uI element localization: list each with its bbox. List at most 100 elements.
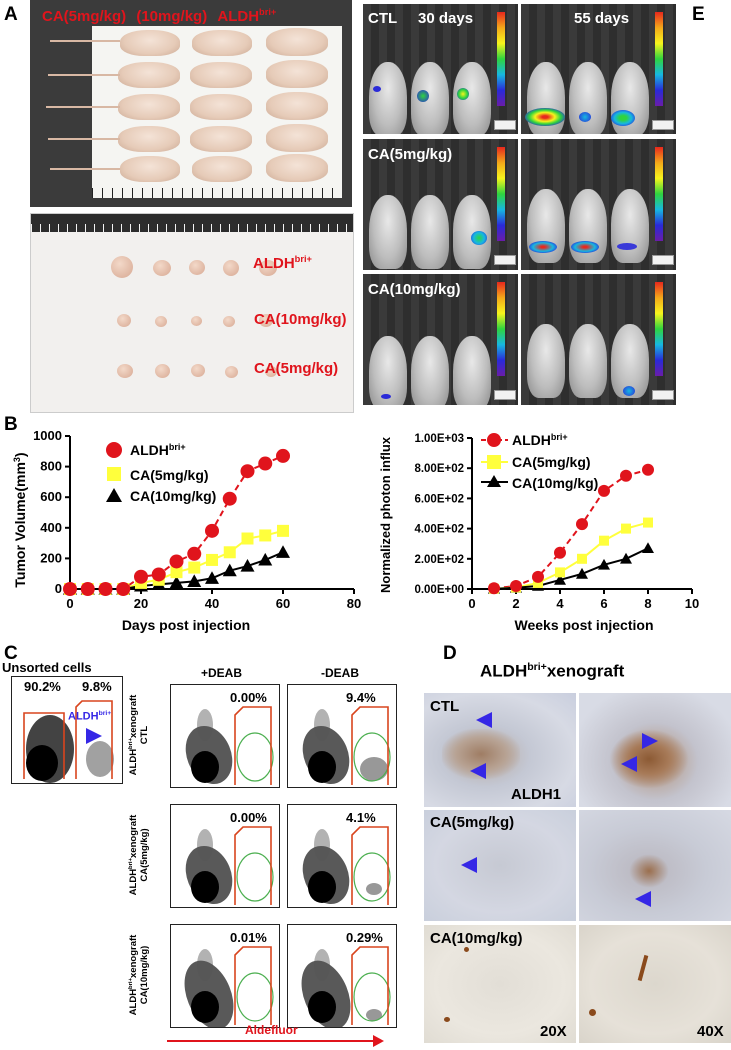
ihc-label-40x: 40X: [697, 1023, 724, 1040]
ivis-label-ca5: CA(5mg/kg): [368, 146, 453, 163]
data-point: [205, 523, 219, 538]
legend2-marker-aldh: [487, 433, 501, 447]
ihc-ca5-20x: [424, 810, 576, 921]
y-tick-label: 0: [55, 581, 62, 596]
flow-row-prefix: ALDH: [128, 868, 140, 896]
flow-plot-minus: [287, 804, 397, 908]
legend2-aldh-text: ALDH: [512, 432, 551, 448]
flow-plot-plus: [170, 924, 280, 1030]
tumor-photo: [30, 213, 354, 413]
tumor-label-aldh-text: ALDH: [253, 255, 295, 272]
unsorted-pct-left: 90.2%: [24, 679, 61, 694]
ihc-label-aldh1: ALDH1: [511, 786, 562, 803]
data-point: [187, 546, 202, 561]
photon-influx-markers: [488, 463, 654, 595]
legend-label-ca10: CA(10mg/kg): [130, 488, 216, 504]
ivis-label-ctl: CTL: [368, 10, 398, 27]
y-tick-label: 4.00E+02: [414, 524, 464, 536]
data-point: [277, 524, 289, 537]
data-point: [577, 553, 587, 564]
mice-label-aldh-sup: bri+: [259, 7, 277, 17]
ivis-label-30days: 30 days: [418, 10, 474, 27]
data-point: [555, 567, 565, 578]
data-point: [576, 518, 588, 531]
data-point: [259, 529, 272, 542]
plus-deab-label: +DEAB: [201, 666, 243, 680]
flow-plot-minus: [287, 684, 397, 788]
tumor-volume-ylabel-sup: 3: [12, 457, 22, 462]
aldefluor-arrow-shaft: [167, 1040, 375, 1042]
unsorted-aldh-text: ALDH: [68, 710, 99, 723]
y-tick-label: 6.00E+02: [414, 493, 464, 505]
unsorted-aldh-sup: bri+: [98, 710, 112, 717]
ihc-title-text: ALDH: [480, 661, 528, 681]
flow-row-prefix: ALDH: [128, 748, 140, 776]
flow-unsorted-plot: [23, 700, 114, 783]
flow-pct-plus: 0.00%: [230, 810, 267, 825]
tumor-volume-legend: ALDHbri+ CA(5mg/kg) CA(10mg/kg): [106, 442, 216, 504]
ihc-label-20x: 20X: [540, 1023, 567, 1040]
unsorted-aldh-label: ALDHbri+: [68, 710, 111, 723]
ihc-ca10-20x: [424, 925, 576, 1043]
y-tick-label: 2.00E+02: [414, 554, 464, 566]
y-tick-label: 200: [40, 550, 62, 565]
data-point: [116, 582, 131, 596]
y-tick-label: 800: [40, 459, 62, 474]
ivis-ca5-55d: [521, 139, 676, 270]
ihc-arrow-icon: [476, 712, 492, 728]
data-point: [258, 552, 273, 566]
data-point: [532, 570, 544, 583]
ihc-title: ALDHbri+xenograft: [480, 661, 624, 682]
ivis-ca10-55d: [521, 274, 676, 405]
ihc-title-sup: bri+: [527, 661, 547, 673]
data-point: [488, 582, 500, 595]
ivis-ca10-30d: [363, 274, 518, 405]
flow-row-suffix: xenograft: [128, 814, 140, 858]
x-tick-label: 2: [512, 596, 519, 611]
x-tick-label: 10: [685, 596, 699, 611]
flow-pct-minus: 9.4%: [346, 690, 376, 705]
data-point: [554, 573, 566, 585]
y-tick-label: 400: [40, 520, 62, 535]
ihc-label-ca5: CA(5mg/kg): [430, 814, 515, 831]
data-point: [187, 574, 202, 587]
data-point: [276, 448, 290, 463]
legend2-label-ca10: CA(10mg/kg): [512, 475, 598, 491]
legend-aldh-text: ALDH: [130, 442, 169, 458]
y-tick-label: 1000: [33, 428, 62, 443]
flow-row-group: CA(5mg/kg): [139, 828, 151, 882]
data-point: [63, 582, 77, 596]
legend2-aldh-sup: bri+: [551, 432, 568, 442]
flow-plot-plus: [170, 804, 280, 908]
ihc-ca10-40x: [579, 925, 731, 1043]
flow-row-prefix: ALDH: [128, 988, 140, 1016]
tumor-label-aldh-sup: bri+: [294, 254, 312, 264]
data-point: [642, 463, 654, 476]
data-point: [576, 567, 588, 579]
panel-label-e: E: [692, 4, 705, 25]
photon-influx-chart: 0.00E+00 2.00E+02 4.00E+02 6.00E+02 8.00E+02…: [378, 432, 699, 633]
ihc-arrow-icon: [621, 756, 637, 772]
flow-plot-minus: [287, 924, 397, 1030]
aldefluor-label: Aldefluor: [245, 1023, 298, 1037]
flow-row-suffix: xenograft: [128, 694, 140, 738]
minus-deab-label: -DEAB: [321, 666, 359, 680]
panel-label-d: D: [443, 643, 457, 664]
legend-marker-aldh: [106, 442, 122, 458]
data-point: [151, 567, 166, 582]
unsorted-cells-label: Unsorted cells: [2, 660, 92, 675]
flow-row-group: CTL: [139, 725, 151, 745]
x-tick-label: 40: [205, 596, 219, 611]
panel-label-b: B: [4, 414, 18, 435]
unsorted-arrow-icon: [86, 728, 102, 744]
data-point: [169, 575, 184, 589]
data-point: [510, 579, 522, 592]
data-point: [134, 569, 148, 584]
aldefluor-arrow-icon: [373, 1035, 384, 1047]
y-tick-label: 0.00E+00: [414, 584, 464, 596]
data-point: [240, 559, 255, 572]
ihc-arrow-icon: [470, 763, 486, 779]
x-tick-label: 0: [468, 596, 475, 611]
data-point: [276, 545, 290, 558]
ihc-title-suffix: xenograft: [546, 661, 625, 681]
